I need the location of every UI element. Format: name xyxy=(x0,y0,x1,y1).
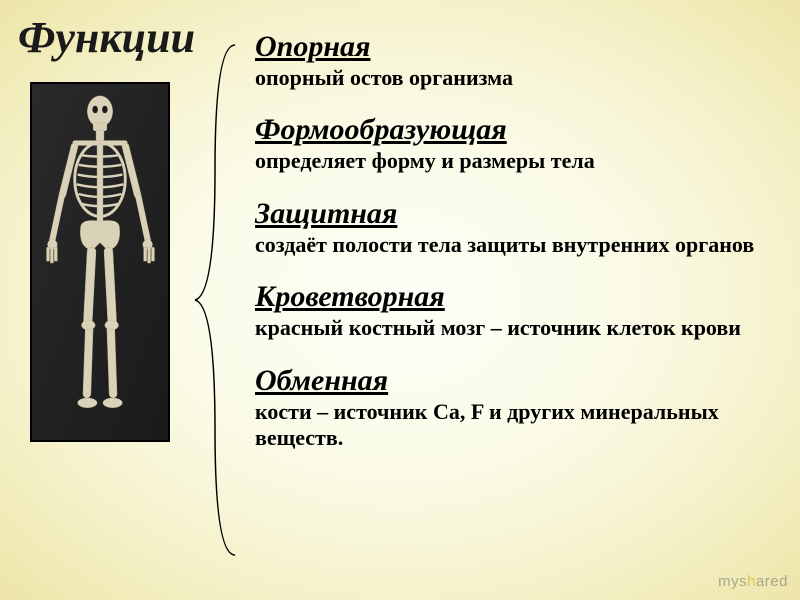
function-desc: определяет форму и размеры тела xyxy=(255,148,785,174)
function-title: Обменная xyxy=(255,364,785,397)
function-item: Формообразующая определяет форму и разме… xyxy=(255,113,785,174)
watermark-suffix: ared xyxy=(756,573,788,590)
function-desc: красный костный мозг – источник клеток к… xyxy=(255,315,785,341)
watermark-prefix: mys xyxy=(718,573,747,590)
function-desc: опорный остов организма xyxy=(255,65,785,91)
functions-list: Опорная опорный остов организма Формообр… xyxy=(255,30,785,473)
function-title: Опорная xyxy=(255,30,785,63)
page-title: Функции xyxy=(18,12,195,63)
function-title: Формообразующая xyxy=(255,113,785,146)
function-desc: создаёт полости тела защиты внутренних о… xyxy=(255,232,785,258)
function-item: Опорная опорный остов организма xyxy=(255,30,785,91)
function-title: Защитная xyxy=(255,197,785,230)
function-title: Кроветворная xyxy=(255,280,785,313)
function-item: Кроветворная красный костный мозг – исто… xyxy=(255,280,785,341)
skeleton-image xyxy=(30,82,170,442)
watermark-accent: h xyxy=(747,573,756,590)
watermark: myshared xyxy=(718,573,788,590)
function-desc: кости – источник Ca, F и других минераль… xyxy=(255,399,785,452)
bracket-connector xyxy=(180,40,240,560)
function-item: Обменная кости – источник Ca, F и других… xyxy=(255,364,785,452)
function-item: Защитная создаёт полости тела защиты вну… xyxy=(255,197,785,258)
